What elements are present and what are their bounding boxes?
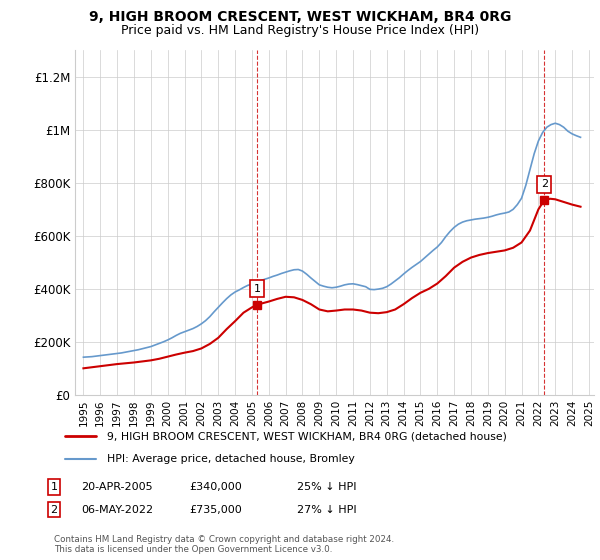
Text: 9, HIGH BROOM CRESCENT, WEST WICKHAM, BR4 0RG: 9, HIGH BROOM CRESCENT, WEST WICKHAM, BR… [89, 10, 511, 24]
Text: 25% ↓ HPI: 25% ↓ HPI [297, 482, 356, 492]
Text: 20-APR-2005: 20-APR-2005 [81, 482, 152, 492]
Text: Price paid vs. HM Land Registry's House Price Index (HPI): Price paid vs. HM Land Registry's House … [121, 24, 479, 36]
Text: 1: 1 [50, 482, 58, 492]
Text: 27% ↓ HPI: 27% ↓ HPI [297, 505, 356, 515]
Text: 2: 2 [50, 505, 58, 515]
Text: 06-MAY-2022: 06-MAY-2022 [81, 505, 153, 515]
Text: £735,000: £735,000 [189, 505, 242, 515]
Text: 1: 1 [253, 284, 260, 294]
Text: 2: 2 [541, 179, 548, 189]
Text: Contains HM Land Registry data © Crown copyright and database right 2024.
This d: Contains HM Land Registry data © Crown c… [54, 535, 394, 554]
Text: 9, HIGH BROOM CRESCENT, WEST WICKHAM, BR4 0RG (detached house): 9, HIGH BROOM CRESCENT, WEST WICKHAM, BR… [107, 431, 506, 441]
Text: £340,000: £340,000 [189, 482, 242, 492]
Text: HPI: Average price, detached house, Bromley: HPI: Average price, detached house, Brom… [107, 454, 355, 464]
